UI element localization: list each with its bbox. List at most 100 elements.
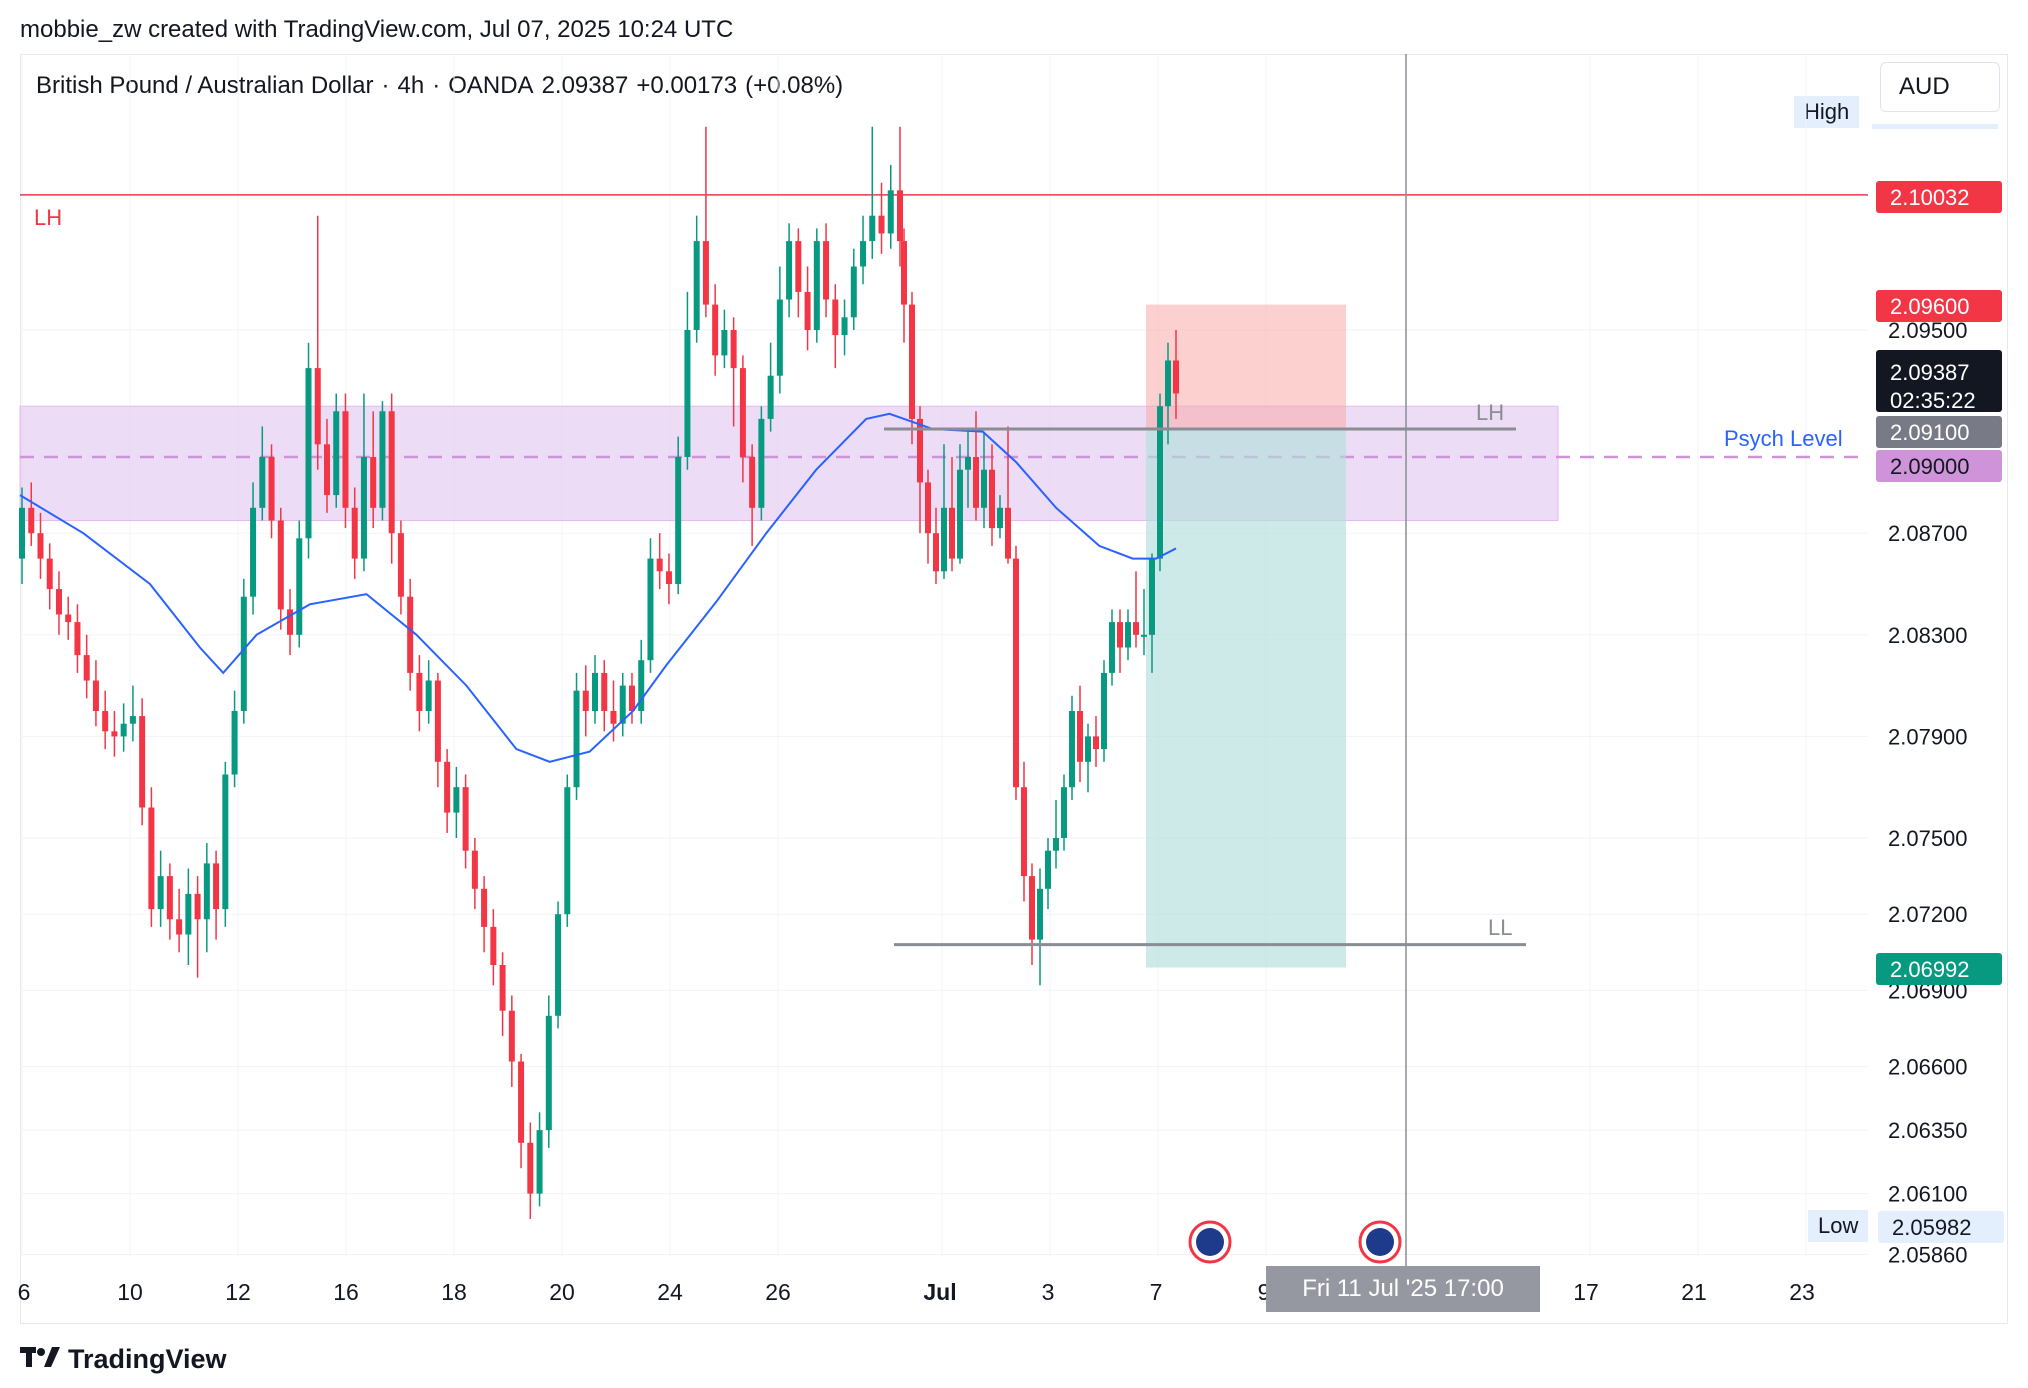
candle-body	[997, 507, 1003, 529]
candle-body	[1093, 736, 1099, 750]
candle-body	[1157, 406, 1163, 559]
symbol-interval: 4h	[397, 72, 425, 99]
price-tag	[1876, 450, 2002, 482]
candle-body	[647, 558, 654, 661]
candle-body	[157, 876, 164, 910]
candle-body	[518, 1061, 525, 1143]
candle-body	[638, 660, 645, 711]
candle-body	[499, 965, 506, 1011]
price-tag-value: 2.09000	[1890, 454, 1970, 479]
candle-body	[527, 1142, 534, 1194]
chart-frame	[20, 54, 2008, 1324]
candle-body	[508, 1010, 515, 1062]
candle-body	[933, 533, 939, 572]
candle-body	[92, 680, 99, 711]
price-tag-value: 2.10032	[1890, 185, 1970, 210]
symbol-change: +0.00173	[636, 72, 738, 99]
x-axis-tick-label: 20	[549, 1279, 575, 1305]
candle-body	[305, 368, 312, 539]
candle-body	[1069, 711, 1075, 788]
candle-body	[684, 330, 691, 457]
candle-body	[203, 863, 210, 920]
candle-body	[1125, 622, 1131, 648]
candle-body	[730, 330, 737, 369]
y-axis-tick-label: 2.05860	[1888, 1243, 1968, 1268]
candle-body	[444, 761, 451, 813]
candle-body	[887, 190, 894, 234]
symbol-change-pct: (+0.08%)	[745, 72, 844, 99]
candle-body	[901, 241, 907, 305]
candle-body	[213, 863, 220, 910]
candle-body	[973, 457, 979, 508]
candle-body	[739, 368, 746, 457]
candle-body	[564, 787, 571, 915]
candle-body	[1133, 622, 1139, 635]
candle-body	[370, 457, 377, 508]
candle-body	[909, 304, 915, 419]
symbol-name: British Pound / Australian Dollar	[36, 72, 374, 99]
candle-body	[379, 411, 386, 508]
candle-body	[471, 850, 478, 889]
candle-body	[287, 609, 294, 635]
x-axis-tick-label: 18	[441, 1279, 467, 1305]
candle-body	[111, 731, 118, 737]
candle-body	[333, 411, 340, 496]
candle-body	[1061, 787, 1067, 838]
ll-level-label: LL	[1488, 915, 1512, 940]
symbol-exchange: OANDA	[448, 72, 534, 99]
candle-body	[665, 571, 672, 584]
candle-body	[850, 266, 857, 318]
x-axis-tick-label: 7	[1150, 1279, 1163, 1305]
candle-body	[813, 241, 820, 330]
price-tag	[1878, 1211, 2004, 1243]
currency-button[interactable]: AUD	[1880, 62, 2000, 112]
y-axis-tick-label: 2.06350	[1888, 1118, 1968, 1143]
y-axis-tick-label: 2.09500	[1888, 318, 1968, 343]
y-axis-tick-label: 2.07500	[1888, 826, 1968, 851]
price-tag	[1876, 350, 2002, 412]
candle-body	[388, 411, 395, 534]
tradingview-brand: TradingView	[20, 1344, 227, 1376]
candle-body	[1053, 838, 1059, 851]
candle-body	[83, 655, 90, 681]
candle-body	[925, 482, 931, 534]
candle-body	[148, 807, 155, 910]
candle-body	[949, 507, 955, 559]
candle-body	[536, 1130, 543, 1194]
candle-body	[1117, 622, 1123, 648]
price-tag	[1876, 953, 2002, 985]
candle-body	[965, 457, 971, 470]
candle-body	[139, 716, 146, 808]
candle-body	[462, 787, 469, 851]
x-axis-tick-label: 17	[1573, 1279, 1599, 1305]
separator: ·	[381, 72, 390, 99]
price-tag	[1876, 290, 2002, 322]
candle-body	[675, 457, 682, 584]
candle-body	[878, 215, 885, 234]
crosshair-time-label: Fri 11 Jul '25 17:00	[1266, 1266, 1540, 1312]
candle-body	[897, 190, 903, 242]
lh-level-label: LH	[1476, 400, 1504, 425]
candle-body	[166, 876, 173, 920]
symbol-price: 2.09387	[541, 72, 629, 99]
y-axis-tick-label: 2.07900	[1888, 724, 1968, 749]
candle-body	[767, 375, 774, 419]
candle-body	[1085, 736, 1091, 762]
aud-event-flag-icon-inner	[1196, 1228, 1224, 1256]
candle-body	[841, 317, 848, 336]
candle-body	[712, 304, 719, 356]
candle-body	[19, 507, 25, 559]
psych-level-label: Psych Level	[1724, 426, 1843, 451]
lh-resistance-label: LH	[34, 205, 62, 230]
price-tag	[1876, 181, 2002, 213]
candle-body	[1149, 558, 1155, 635]
candle-body	[776, 299, 783, 376]
high-marker-bar	[1872, 124, 1998, 129]
candle-body	[1013, 558, 1019, 788]
x-axis-tick-label: 26	[765, 1279, 791, 1305]
candle-body	[1101, 672, 1107, 750]
candle-body	[416, 672, 423, 711]
candle-body	[65, 614, 72, 623]
candle-body	[323, 444, 330, 496]
